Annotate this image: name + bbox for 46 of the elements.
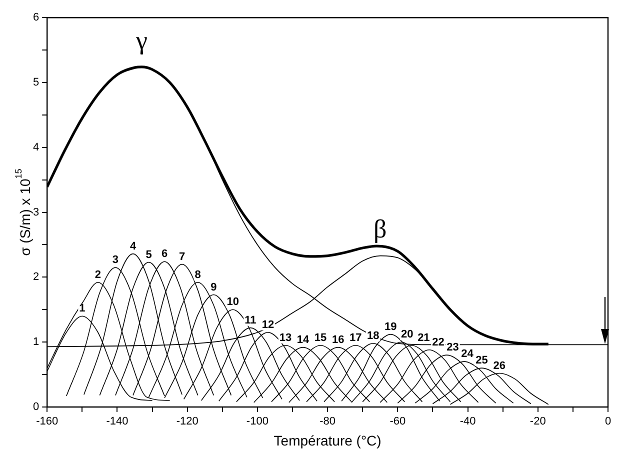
x-tick-label: -40 <box>460 416 476 428</box>
series-label: 1 <box>79 302 86 315</box>
series-label: 10 <box>226 296 240 308</box>
series-label: 18 <box>367 330 380 342</box>
series-label: γ <box>135 26 148 55</box>
series-label: 14 <box>296 334 310 346</box>
series-label: 22 <box>432 336 444 348</box>
x-tick-label: -20 <box>530 416 546 428</box>
y-axis-title: σ (S/m) x 1015 <box>13 168 33 256</box>
series-label: 13 <box>279 332 292 344</box>
series-label: 3 <box>112 254 119 266</box>
series-label: 6 <box>161 248 168 260</box>
series-label: 9 <box>210 281 217 294</box>
series-label: 25 <box>476 354 488 367</box>
series-label: 16 <box>332 334 344 346</box>
x-tick-label: -140 <box>106 416 128 428</box>
series-label: 23 <box>446 342 459 354</box>
series-label: 5 <box>146 248 152 261</box>
x-tick-label: -80 <box>320 416 336 428</box>
x-axis-title: Température (°C) <box>274 432 382 448</box>
series-label: 11 <box>244 314 256 326</box>
series-label: 12 <box>262 318 274 331</box>
x-tick-label: -60 <box>390 416 406 428</box>
x-tick-label: -100 <box>246 416 268 428</box>
series-label: 26 <box>493 360 506 372</box>
series-label: 20 <box>401 328 414 341</box>
series-label: 8 <box>194 268 201 281</box>
x-tick-label: -160 <box>36 416 58 428</box>
y-tick-label: 4 <box>32 141 40 154</box>
series-label: 24 <box>461 348 474 360</box>
y-tick-label: 2 <box>32 271 40 284</box>
y-tick-label: 1 <box>32 336 40 348</box>
series-label: 15 <box>314 332 327 344</box>
series-label: β <box>374 214 387 244</box>
x-tick-label: 0 <box>604 416 612 428</box>
y-tick-label: 5 <box>32 76 40 89</box>
series-label: 4 <box>130 240 137 252</box>
series-label: 17 <box>349 332 362 344</box>
x-tick-label: -120 <box>176 416 198 428</box>
series-label: 21 <box>418 332 430 344</box>
series-label: 7 <box>179 250 186 263</box>
y-tick-label: 3 <box>32 206 40 218</box>
series-label: 2 <box>94 268 102 281</box>
y-tick-label: 6 <box>32 12 40 24</box>
y-tick-label: 0 <box>32 401 40 414</box>
series-label: 19 <box>384 320 397 333</box>
